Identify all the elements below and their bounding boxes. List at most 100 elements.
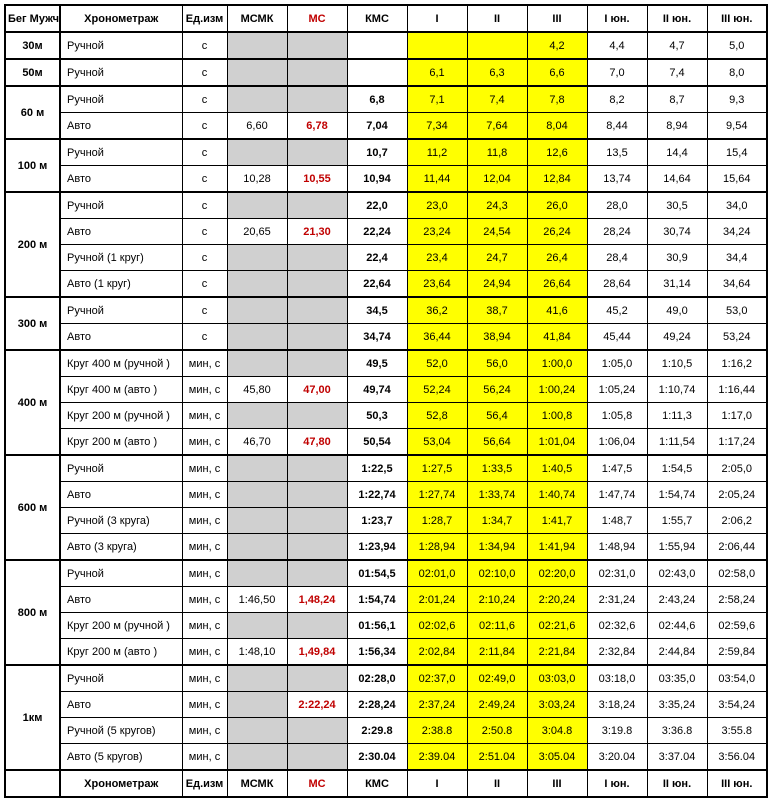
value-cell: 12,04 bbox=[467, 166, 527, 193]
unit-cell: с bbox=[182, 271, 227, 298]
value-cell bbox=[227, 324, 287, 351]
value-cell bbox=[227, 665, 287, 692]
value-cell: 10,55 bbox=[287, 166, 347, 193]
value-cell: 1:05,0 bbox=[587, 350, 647, 377]
value-cell: 1:06,04 bbox=[587, 429, 647, 456]
value-cell: 1:48,10 bbox=[227, 639, 287, 666]
value-cell bbox=[287, 718, 347, 744]
value-cell: 2:05,0 bbox=[707, 455, 767, 482]
header-col: III юн. bbox=[707, 770, 767, 797]
value-cell: 7,34 bbox=[407, 113, 467, 140]
value-cell: 1:48,94 bbox=[587, 534, 647, 561]
value-cell: 1:11,54 bbox=[647, 429, 707, 456]
value-cell: 45,44 bbox=[587, 324, 647, 351]
value-cell: 11,8 bbox=[467, 139, 527, 166]
value-cell: 2:01,24 bbox=[407, 587, 467, 613]
chrono-cell: Круг 200 м (авто ) bbox=[60, 429, 182, 456]
unit-cell: с bbox=[182, 297, 227, 324]
unit-cell: мин, с bbox=[182, 744, 227, 771]
value-cell bbox=[287, 59, 347, 86]
value-cell: 02:59,6 bbox=[707, 613, 767, 639]
value-cell: 1:47,74 bbox=[587, 482, 647, 508]
unit-cell: с bbox=[182, 139, 227, 166]
unit-cell: с bbox=[182, 192, 227, 219]
header-col: II юн. bbox=[647, 770, 707, 797]
distance-cell: 60 м bbox=[5, 86, 60, 139]
value-cell: 1:05,8 bbox=[587, 403, 647, 429]
value-cell bbox=[227, 560, 287, 587]
value-cell: 3:55.8 bbox=[707, 718, 767, 744]
value-cell: 13,74 bbox=[587, 166, 647, 193]
value-cell: 53,04 bbox=[407, 429, 467, 456]
value-cell bbox=[347, 32, 407, 59]
value-cell: 8,44 bbox=[587, 113, 647, 140]
value-cell: 2:10,24 bbox=[467, 587, 527, 613]
value-cell bbox=[227, 508, 287, 534]
header-col: I bbox=[407, 5, 467, 32]
chrono-cell: Авто bbox=[60, 166, 182, 193]
value-cell: 4,2 bbox=[527, 32, 587, 59]
value-cell: 1:41,94 bbox=[527, 534, 587, 561]
value-cell: 56,24 bbox=[467, 377, 527, 403]
value-cell: 7,4 bbox=[647, 59, 707, 86]
value-cell bbox=[287, 350, 347, 377]
distance-cell: 600 м bbox=[5, 455, 60, 560]
header-unit: Ед.изм bbox=[182, 770, 227, 797]
value-cell: 2:30.04 bbox=[347, 744, 407, 771]
header-unit: Ед.изм bbox=[182, 5, 227, 32]
header-chrono: Хронометраж bbox=[60, 5, 182, 32]
distance-cell: 200 м bbox=[5, 192, 60, 297]
value-cell: 1:22,74 bbox=[347, 482, 407, 508]
value-cell bbox=[227, 718, 287, 744]
value-cell bbox=[227, 403, 287, 429]
chrono-cell: Ручной bbox=[60, 86, 182, 113]
header-col: МС bbox=[287, 770, 347, 797]
value-cell bbox=[227, 139, 287, 166]
value-cell: 24,3 bbox=[467, 192, 527, 219]
value-cell: 14,64 bbox=[647, 166, 707, 193]
header-col: КМС bbox=[347, 5, 407, 32]
value-cell bbox=[287, 482, 347, 508]
value-cell bbox=[287, 32, 347, 59]
value-cell: 1:28,7 bbox=[407, 508, 467, 534]
chrono-cell: Авто bbox=[60, 482, 182, 508]
value-cell: 24,54 bbox=[467, 219, 527, 245]
value-cell: 03:18,0 bbox=[587, 665, 647, 692]
value-cell bbox=[227, 613, 287, 639]
chrono-cell: Круг 200 м (ручной ) bbox=[60, 613, 182, 639]
value-cell: 2:29.8 bbox=[347, 718, 407, 744]
value-cell: 1:23,94 bbox=[347, 534, 407, 561]
value-cell bbox=[227, 744, 287, 771]
value-cell bbox=[227, 482, 287, 508]
value-cell: 41,84 bbox=[527, 324, 587, 351]
value-cell: 1:48,7 bbox=[587, 508, 647, 534]
value-cell: 3:35,24 bbox=[647, 692, 707, 718]
value-cell bbox=[287, 455, 347, 482]
distance-cell: 400 м bbox=[5, 350, 60, 455]
value-cell: 49,74 bbox=[347, 377, 407, 403]
value-cell: 1:11,3 bbox=[647, 403, 707, 429]
value-cell: 1:17,24 bbox=[707, 429, 767, 456]
value-cell: 38,94 bbox=[467, 324, 527, 351]
unit-cell: с bbox=[182, 86, 227, 113]
unit-cell: с bbox=[182, 324, 227, 351]
value-cell: 56,64 bbox=[467, 429, 527, 456]
unit-cell: мин, с bbox=[182, 350, 227, 377]
value-cell: 8,94 bbox=[647, 113, 707, 140]
value-cell: 23,64 bbox=[407, 271, 467, 298]
value-cell: 03:54,0 bbox=[707, 665, 767, 692]
chrono-cell: Ручной (5 кругов) bbox=[60, 718, 182, 744]
value-cell: 23,0 bbox=[407, 192, 467, 219]
chrono-cell: Авто bbox=[60, 587, 182, 613]
value-cell: 1:05,24 bbox=[587, 377, 647, 403]
chrono-cell: Ручной (3 круга) bbox=[60, 508, 182, 534]
value-cell: 7,4 bbox=[467, 86, 527, 113]
value-cell bbox=[287, 508, 347, 534]
chrono-cell: Авто bbox=[60, 692, 182, 718]
value-cell: 03:03,0 bbox=[527, 665, 587, 692]
value-cell: 52,8 bbox=[407, 403, 467, 429]
value-cell bbox=[287, 297, 347, 324]
value-cell: 5,0 bbox=[707, 32, 767, 59]
value-cell bbox=[227, 245, 287, 271]
value-cell: 28,0 bbox=[587, 192, 647, 219]
